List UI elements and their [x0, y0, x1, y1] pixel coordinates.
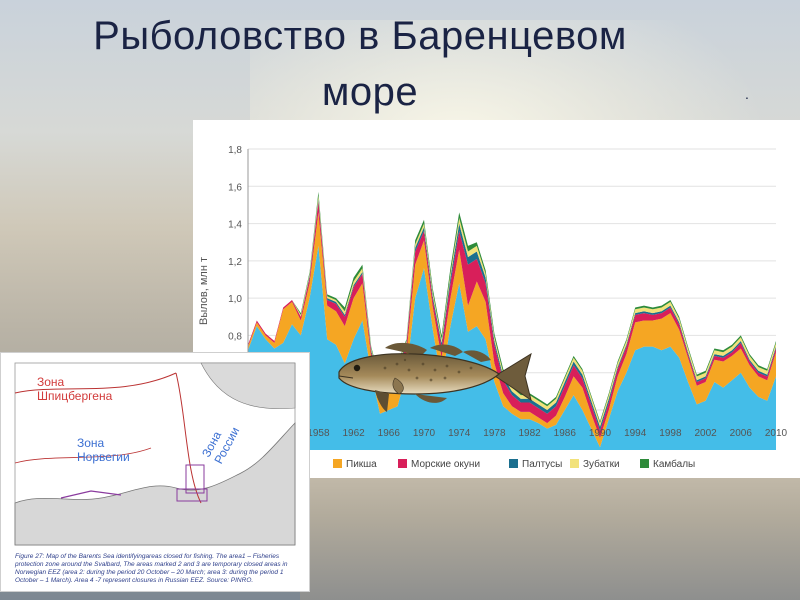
zone-spitsbergen-label: Зона Шпицбергена [37, 375, 112, 403]
sea-background [300, 460, 800, 600]
legend-swatch [640, 459, 649, 468]
x-tick-label: 2010 [765, 428, 788, 439]
x-tick-label: 1994 [624, 428, 647, 439]
title-line-2: море [321, 70, 419, 114]
closed-area-2 [60, 490, 122, 499]
y-tick-label: 1,6 [228, 182, 242, 193]
x-tick-label: 1970 [413, 428, 436, 439]
y-tick-label: 1,0 [228, 294, 242, 305]
x-tick-label: 1962 [342, 428, 365, 439]
chart-grid [248, 148, 776, 411]
x-tick-label: 1986 [554, 428, 577, 439]
cod-fish-icon [338, 342, 532, 412]
spitsbergen-zone-border [14, 372, 177, 394]
x-tick-label: 1998 [659, 428, 682, 439]
x-tick-label: 1982 [518, 428, 541, 439]
mainland-coast [14, 421, 296, 546]
barents-map: Зона Шпицбергена Зона Норвегии Зона Росс… [0, 352, 310, 592]
chart-legend: каПикшаМорские окуниПалтусыЗубаткиКамбал… [293, 458, 695, 470]
legend-label: Пикша [346, 459, 377, 470]
x-tick-label: 2006 [730, 428, 753, 439]
legend-label: Камбалы [653, 458, 695, 470]
chart-areas [248, 191, 776, 450]
page-title: Рыболовство в Баренцевом море [0, 8, 720, 120]
area-series-1 [248, 212, 776, 448]
x-tick-label: 1978 [483, 428, 506, 439]
barents-map-svg [14, 362, 296, 546]
zone-spitsbergen-line-1: Зона [37, 375, 65, 389]
title-dot: . [745, 86, 749, 102]
russia-zone-border [175, 372, 202, 504]
area-series-0 [248, 245, 776, 450]
novaya-zemlya [200, 362, 296, 410]
legend-label: Морские окуни [411, 459, 480, 470]
zone-norway-line-2: Норвегии [77, 450, 130, 464]
closed-area-5 [176, 488, 208, 502]
legend-swatch [509, 459, 518, 468]
y-tick-label: 1,4 [228, 220, 242, 231]
x-tick-label: 1990 [589, 428, 612, 439]
zone-spitsbergen-line-2: Шпицбергена [37, 389, 113, 403]
legend-label: Зубатки [583, 458, 620, 470]
y-axis-label: Вылов, млн т [198, 257, 210, 325]
zone-norway-line-1: Зона [77, 436, 105, 450]
map-caption: Figure 27: Map of the Barents Sea identi… [15, 553, 288, 584]
x-tick-label: 1974 [448, 428, 471, 439]
x-tick-label: 1958 [307, 428, 330, 439]
y-tick-label: 1,2 [228, 257, 242, 268]
closed-area-4 [185, 464, 205, 494]
title-line-1: Рыболовство в Баренцевом [93, 14, 627, 58]
y-tick-label: 0,8 [228, 331, 242, 342]
zone-norway-label: Зона Норвегии [77, 436, 130, 464]
x-tick-label: 2002 [694, 428, 717, 439]
catch-chart-svg: 0,40,60,81,01,21,41,61,89541958196219661… [198, 145, 788, 470]
norway-zone-border [14, 447, 152, 464]
y-tick-label: 1,8 [228, 145, 242, 156]
x-tick-label: 1966 [378, 428, 401, 439]
chart-axes: 0,40,60,81,01,21,41,61,89541958196219661… [228, 145, 787, 439]
legend-swatch [398, 459, 407, 468]
legend-label: Палтусы [522, 459, 562, 470]
legend-swatch [333, 459, 342, 468]
legend-swatch [570, 459, 579, 468]
